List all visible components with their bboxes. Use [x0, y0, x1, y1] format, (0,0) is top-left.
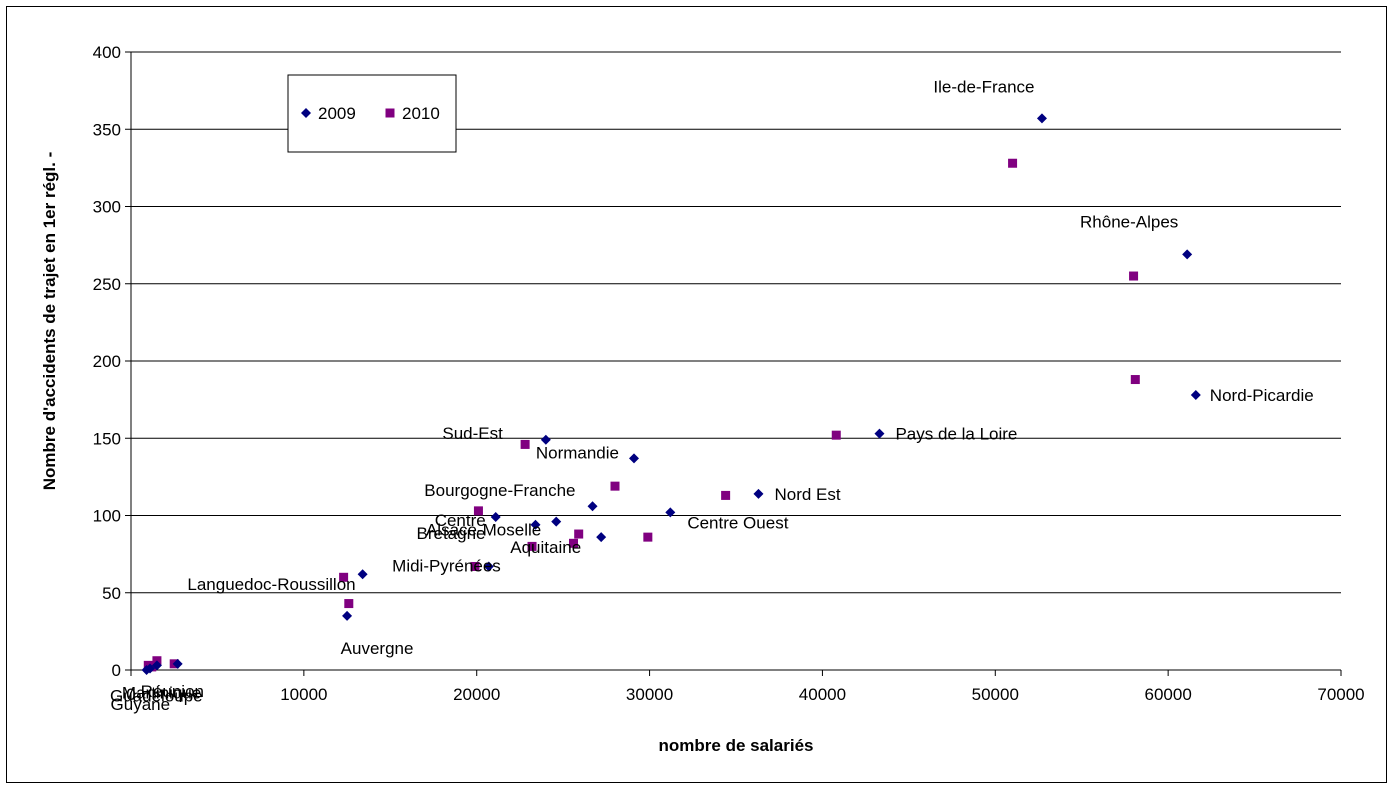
point-2010-1 — [1129, 271, 1139, 281]
x-tick-labels: 0 10000 20000 30000 40000 50000 60000 70000 — [126, 670, 1365, 704]
point-2009-languedoc-roussillon — [357, 569, 368, 580]
y-tick-labels: 0 50 100 150 200 250 300 350 400 — [93, 43, 131, 680]
y-tick-label-250: 250 — [93, 275, 121, 294]
point-2009-guyane — [141, 665, 152, 675]
x-tick-label-0: 0 — [126, 685, 135, 704]
x-tick-label-50000: 50000 — [972, 685, 1019, 704]
y-tick-label-400: 400 — [93, 43, 121, 62]
point-label-alsace-moselle: Alsace-Moselle — [426, 521, 541, 540]
point-2010-13 — [339, 572, 349, 582]
point-2009-alsace-moselle — [551, 516, 562, 527]
legend-label-2009: 2009 — [318, 104, 356, 123]
point-2010-12 — [470, 561, 480, 571]
point-2009-bourgogne-franche — [587, 501, 598, 512]
point-2009-reunion — [172, 658, 183, 669]
y-axis-title: Nombre d'accidents de trajet en 1er régl… — [40, 152, 59, 490]
point-2009-nord-est — [753, 488, 764, 499]
point-2010-8 — [574, 529, 584, 539]
point-label-nord-est: Nord Est — [774, 485, 840, 504]
point-label-sud-est: Sud-Est — [442, 424, 503, 443]
point-label-reunion: Réunion — [141, 682, 204, 701]
point-2009-pays-de-la-loire — [874, 428, 885, 439]
point-2009-midi-pyrenees — [483, 561, 494, 572]
point-2010-7 — [610, 481, 620, 491]
point-label-normandie: Normandie — [536, 443, 619, 462]
point-label-guadeloupe: Guadeloupe — [110, 686, 203, 705]
point-2009-auvergne — [342, 610, 353, 621]
point-label-auvergne: Auvergne — [341, 639, 414, 658]
legend-marker-2009 — [301, 108, 311, 118]
point-label-guyane: Guyane — [111, 695, 171, 714]
legend-label-2010: 2010 — [402, 104, 440, 123]
point-2010-2 — [1130, 375, 1140, 385]
point-label-bourgogne-franche: Bourgogne-Franche — [424, 481, 575, 500]
point-2009-normandie — [629, 453, 640, 464]
gridlines — [131, 51, 1341, 594]
y-tick-label-150: 150 — [93, 429, 121, 448]
point-2010-6 — [520, 439, 530, 449]
legend: 2009 2010 — [287, 74, 457, 153]
point-2010-9 — [569, 538, 579, 548]
y-tick-label-350: 350 — [93, 120, 121, 139]
point-2009-aquitaine — [596, 532, 607, 543]
legend-marker-2010 — [385, 108, 395, 118]
point-2010-4 — [721, 490, 731, 500]
x-tick-label-60000: 60000 — [1145, 685, 1192, 704]
y-tick-label-100: 100 — [93, 507, 121, 526]
x-tick-label-40000: 40000 — [799, 685, 846, 704]
point-2009-centre — [490, 512, 501, 523]
point-label-centre: Centre — [435, 511, 486, 530]
y-tick-label-200: 200 — [93, 352, 121, 371]
point-label-nord-picardie: Nord-Picardie — [1210, 386, 1314, 405]
point-label-bretagne: Bretagne — [416, 524, 485, 543]
chart-frame — [6, 6, 1387, 783]
y-tick-label-300: 300 — [93, 198, 121, 217]
y-tick-label-0: 0 — [112, 661, 121, 680]
x-tick-label-20000: 20000 — [453, 685, 500, 704]
point-2009-centre-ouest — [665, 507, 676, 518]
point-label-pays-de-la-loire: Pays de la Loire — [895, 425, 1017, 444]
point-labels: Ile-de-France Rhône-Alpes Nord-Picardie Pay… — [110, 77, 1314, 714]
point-2010-5 — [643, 532, 653, 542]
point-2010-11 — [527, 541, 537, 551]
point-2009-ile-de-france — [1036, 113, 1047, 124]
point-2009-rhone-alpes — [1182, 249, 1193, 260]
data-points — [141, 113, 1201, 675]
point-label-languedoc-roussillon: Languedoc-Roussillon — [187, 575, 355, 594]
point-2009-sud-est — [540, 434, 551, 445]
point-2010-0 — [1008, 158, 1018, 168]
point-label-ile-de-france: Ile-de-France — [933, 77, 1034, 96]
point-2010-3 — [831, 430, 841, 440]
x-axis-title: nombre de salariés — [659, 736, 814, 755]
point-2010-14 — [344, 599, 354, 609]
point-label-martinique: Martinique — [122, 683, 201, 702]
x-tick-label-10000: 10000 — [280, 685, 327, 704]
point-label-centre-ouest: Centre Ouest — [687, 513, 788, 532]
point-2010-10 — [473, 506, 483, 516]
point-label-aquitaine: Aquitaine — [510, 538, 581, 557]
point-label-rhone-alpes: Rhône-Alpes — [1080, 212, 1178, 231]
point-2009-bretagne — [530, 519, 541, 530]
point-2009-nord-picardie — [1190, 389, 1201, 400]
point-label-midi-pyrenees: Midi-Pyrénées — [392, 556, 501, 575]
x-tick-label-70000: 70000 — [1317, 685, 1364, 704]
legend-box — [287, 74, 457, 153]
point-2009-martinique — [151, 660, 162, 671]
y-tick-label-50: 50 — [102, 584, 121, 603]
x-tick-label-30000: 30000 — [626, 685, 673, 704]
